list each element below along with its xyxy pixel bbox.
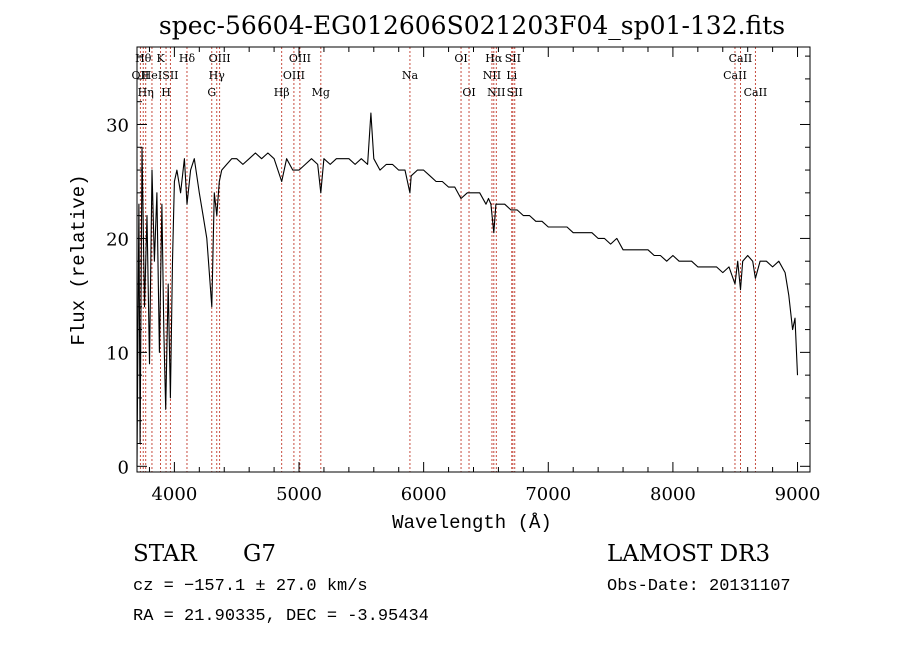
ra-dec-coordinates: RA = 21.90335, DEC = -3.95434 bbox=[133, 607, 429, 626]
x-tick-label-2: 6000 bbox=[401, 484, 447, 505]
line-label-21: Li bbox=[506, 69, 517, 82]
y-tick-label-0: 0 bbox=[118, 457, 129, 478]
line-label-2: Hη bbox=[138, 86, 154, 99]
line-label-5: H bbox=[161, 86, 171, 99]
line-label-11: Hβ bbox=[274, 86, 290, 99]
line-label-15: Na bbox=[402, 69, 419, 82]
line-label-10: OIII bbox=[209, 52, 231, 65]
x-tick-label-0: 4000 bbox=[151, 484, 197, 505]
plot-frame bbox=[136, 46, 811, 473]
line-label-6: SII bbox=[162, 69, 178, 82]
line-label-3: HeI bbox=[142, 69, 162, 82]
y-tick-label-1: 10 bbox=[106, 343, 129, 364]
line-label-26: CaII bbox=[744, 86, 768, 99]
line-label-0: OII bbox=[132, 69, 150, 82]
survey-name: LAMOST DR3 bbox=[607, 541, 770, 567]
line-label-23: SII bbox=[507, 86, 523, 99]
line-label-4: K bbox=[156, 52, 165, 65]
line-label-18: NII bbox=[483, 69, 501, 82]
x-tick-label-3: 7000 bbox=[525, 484, 571, 505]
object-subclass: G7 bbox=[243, 541, 276, 567]
line-label-16: OI bbox=[454, 52, 467, 65]
line-label-25: CaII bbox=[729, 52, 753, 65]
y-axis-ticks: 0 10 20 30 bbox=[106, 55, 810, 478]
line-label-19: Hα bbox=[485, 52, 503, 65]
line-label-9: Hγ bbox=[209, 69, 226, 82]
line-label-8: G bbox=[207, 86, 216, 99]
line-label-7: Hδ bbox=[179, 52, 196, 65]
y-tick-label-2: 20 bbox=[106, 229, 129, 250]
line-label-20: NII bbox=[487, 86, 505, 99]
line-label-17: OI bbox=[462, 86, 475, 99]
line-label-22: SII bbox=[505, 52, 521, 65]
object-class: STAR bbox=[133, 541, 197, 567]
x-axis-label: Wavelength (Å) bbox=[392, 512, 552, 534]
x-axis-ticks: 4000 5000 6000 7000 8000 9000 bbox=[148, 47, 821, 505]
line-label-13: OIII bbox=[289, 52, 311, 65]
observation-date: Obs-Date: 20131107 bbox=[607, 577, 791, 596]
chart-title: spec-56604-EG012606S021203F04_sp01-132.f… bbox=[159, 11, 785, 40]
redshift-cz: cz = −157.1 ± 27.0 km/s bbox=[133, 577, 368, 596]
spectral-line-labels: OIIHθHηHeIKHSIIHδGHγOIIIHβOIIIOIIIMgNaOI… bbox=[132, 52, 768, 99]
x-tick-label-4: 8000 bbox=[650, 484, 696, 505]
line-label-12: OIII bbox=[283, 69, 305, 82]
line-label-14: Mg bbox=[312, 86, 330, 99]
y-tick-label-3: 30 bbox=[106, 115, 129, 136]
y-axis-label: Flux (relative) bbox=[68, 174, 90, 345]
x-tick-label-5: 9000 bbox=[775, 484, 821, 505]
line-label-1: Hθ bbox=[135, 52, 152, 65]
spectrum-line bbox=[136, 112, 799, 467]
line-label-24: CaII bbox=[723, 69, 747, 82]
x-tick-label-1: 5000 bbox=[276, 484, 322, 505]
spectral-line-markers bbox=[139, 47, 756, 472]
